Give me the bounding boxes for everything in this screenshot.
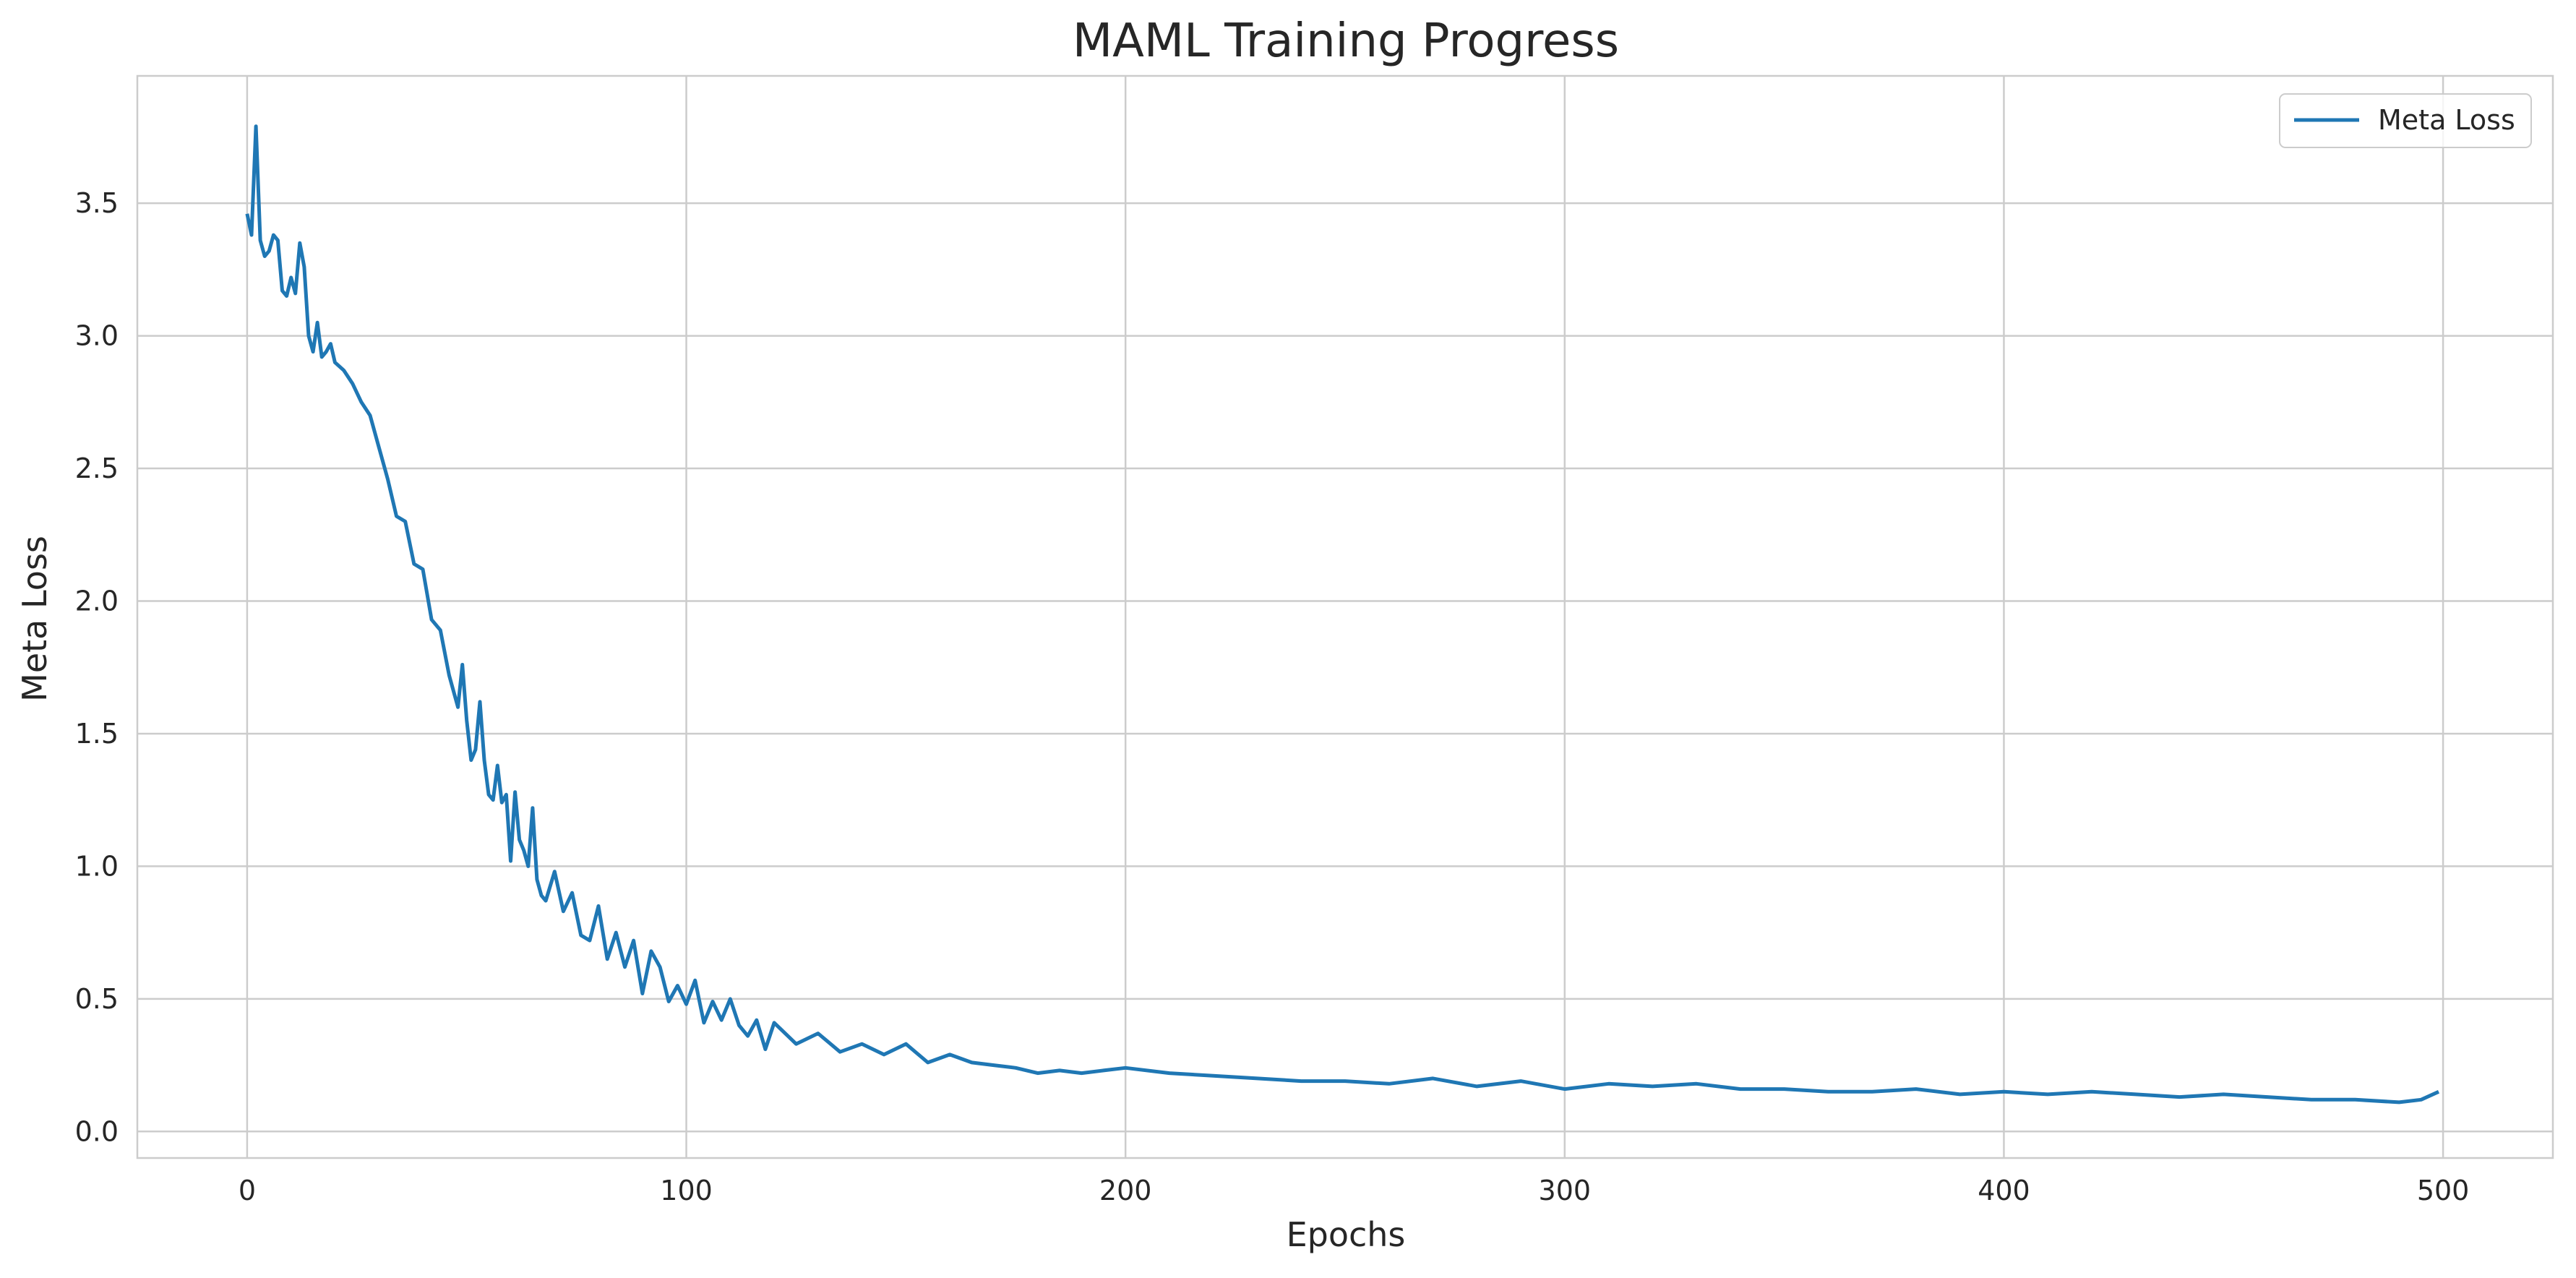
tick-layer: 0 100 200 300 400 500 0.0 0.5 1.0 1.5 2.0 2.5 3.0 3.5 [75, 187, 2470, 1206]
y-tick-label: 2.0 [75, 585, 119, 617]
y-tick-label: 3.0 [75, 320, 119, 352]
y-tick-label: 2.5 [75, 453, 119, 484]
y-axis-label: Meta Loss [15, 536, 54, 702]
legend-box [2279, 93, 2532, 148]
x-tick-label: 0 [239, 1175, 256, 1206]
x-tick-label: 500 [2417, 1175, 2470, 1206]
y-tick-label: 1.5 [75, 718, 119, 750]
y-tick-label: 1.0 [75, 850, 119, 882]
x-axis-label: Epochs [1287, 1215, 1406, 1254]
x-tick-label: 200 [1099, 1175, 1152, 1206]
series-line-meta-loss [245, 124, 2440, 1105]
series-layer [245, 124, 2440, 1105]
x-tick-label: 100 [660, 1175, 713, 1206]
legend: Meta Loss [2279, 93, 2532, 148]
plot-frame [136, 74, 2554, 1159]
legend-label: Meta Loss [2378, 104, 2515, 136]
chart-title: MAML Training Progress [1073, 14, 1619, 68]
y-tick-label: 3.5 [75, 187, 119, 219]
y-tick-label: 0.5 [75, 983, 119, 1015]
y-tick-label: 0.0 [75, 1115, 119, 1147]
x-tick-label: 400 [1978, 1175, 2030, 1206]
grid-layer [137, 76, 2553, 1158]
x-tick-label: 300 [1539, 1175, 1592, 1206]
